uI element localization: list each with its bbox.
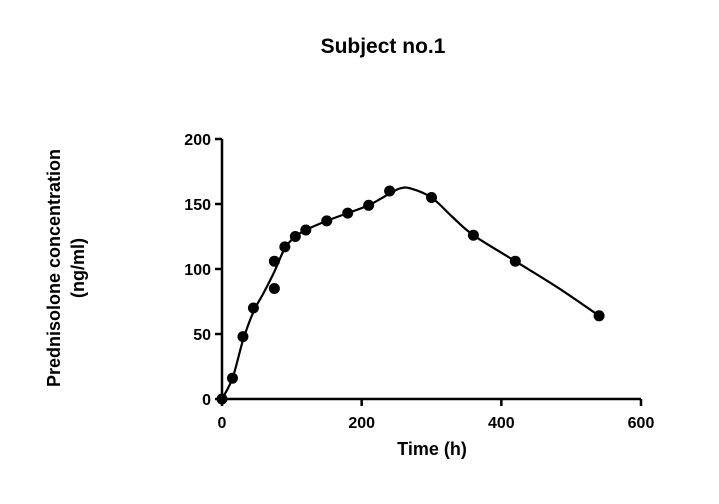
x-tick-label: 400	[488, 415, 515, 432]
data-point	[247, 302, 259, 314]
data-point	[342, 207, 354, 219]
y-axis-label-line2: (ng/ml)	[68, 238, 88, 298]
data-point	[593, 310, 605, 322]
data-point	[279, 241, 291, 253]
data-point	[321, 215, 333, 227]
fit-curve-line	[221, 186, 600, 400]
data-point	[237, 331, 249, 343]
data-points	[216, 185, 605, 405]
data-point	[426, 192, 437, 203]
y-tick-label: 150	[184, 197, 211, 214]
x-tick-label: 0	[218, 415, 227, 432]
y-axis-label: Prednisolone concentration (ng/ml)	[44, 149, 88, 387]
y-tick-label: 100	[184, 262, 211, 279]
data-point	[384, 185, 396, 197]
data-point	[467, 229, 479, 241]
y-tick-label: 200	[184, 132, 211, 149]
x-tick-label: 200	[348, 415, 375, 432]
x-tick-label: 600	[628, 415, 655, 432]
y-axis-label-line1: Prednisolone concentration	[44, 149, 64, 387]
y-tick-label: 50	[193, 327, 211, 344]
y-tick-label: 0	[202, 392, 211, 409]
data-point	[509, 255, 521, 267]
y-axis-ticks: 0 50 100 150 200	[184, 132, 222, 409]
data-point	[300, 224, 312, 236]
data-point	[268, 283, 280, 294]
data-point	[216, 393, 228, 405]
x-axis-ticks: 0 200 400 600	[218, 399, 655, 432]
data-point	[226, 372, 238, 384]
chart-title: Subject no.1	[321, 35, 446, 58]
data-point	[363, 199, 375, 211]
data-point	[268, 255, 280, 267]
data-point	[289, 231, 301, 242]
x-axis-label: Time (h)	[397, 439, 467, 459]
